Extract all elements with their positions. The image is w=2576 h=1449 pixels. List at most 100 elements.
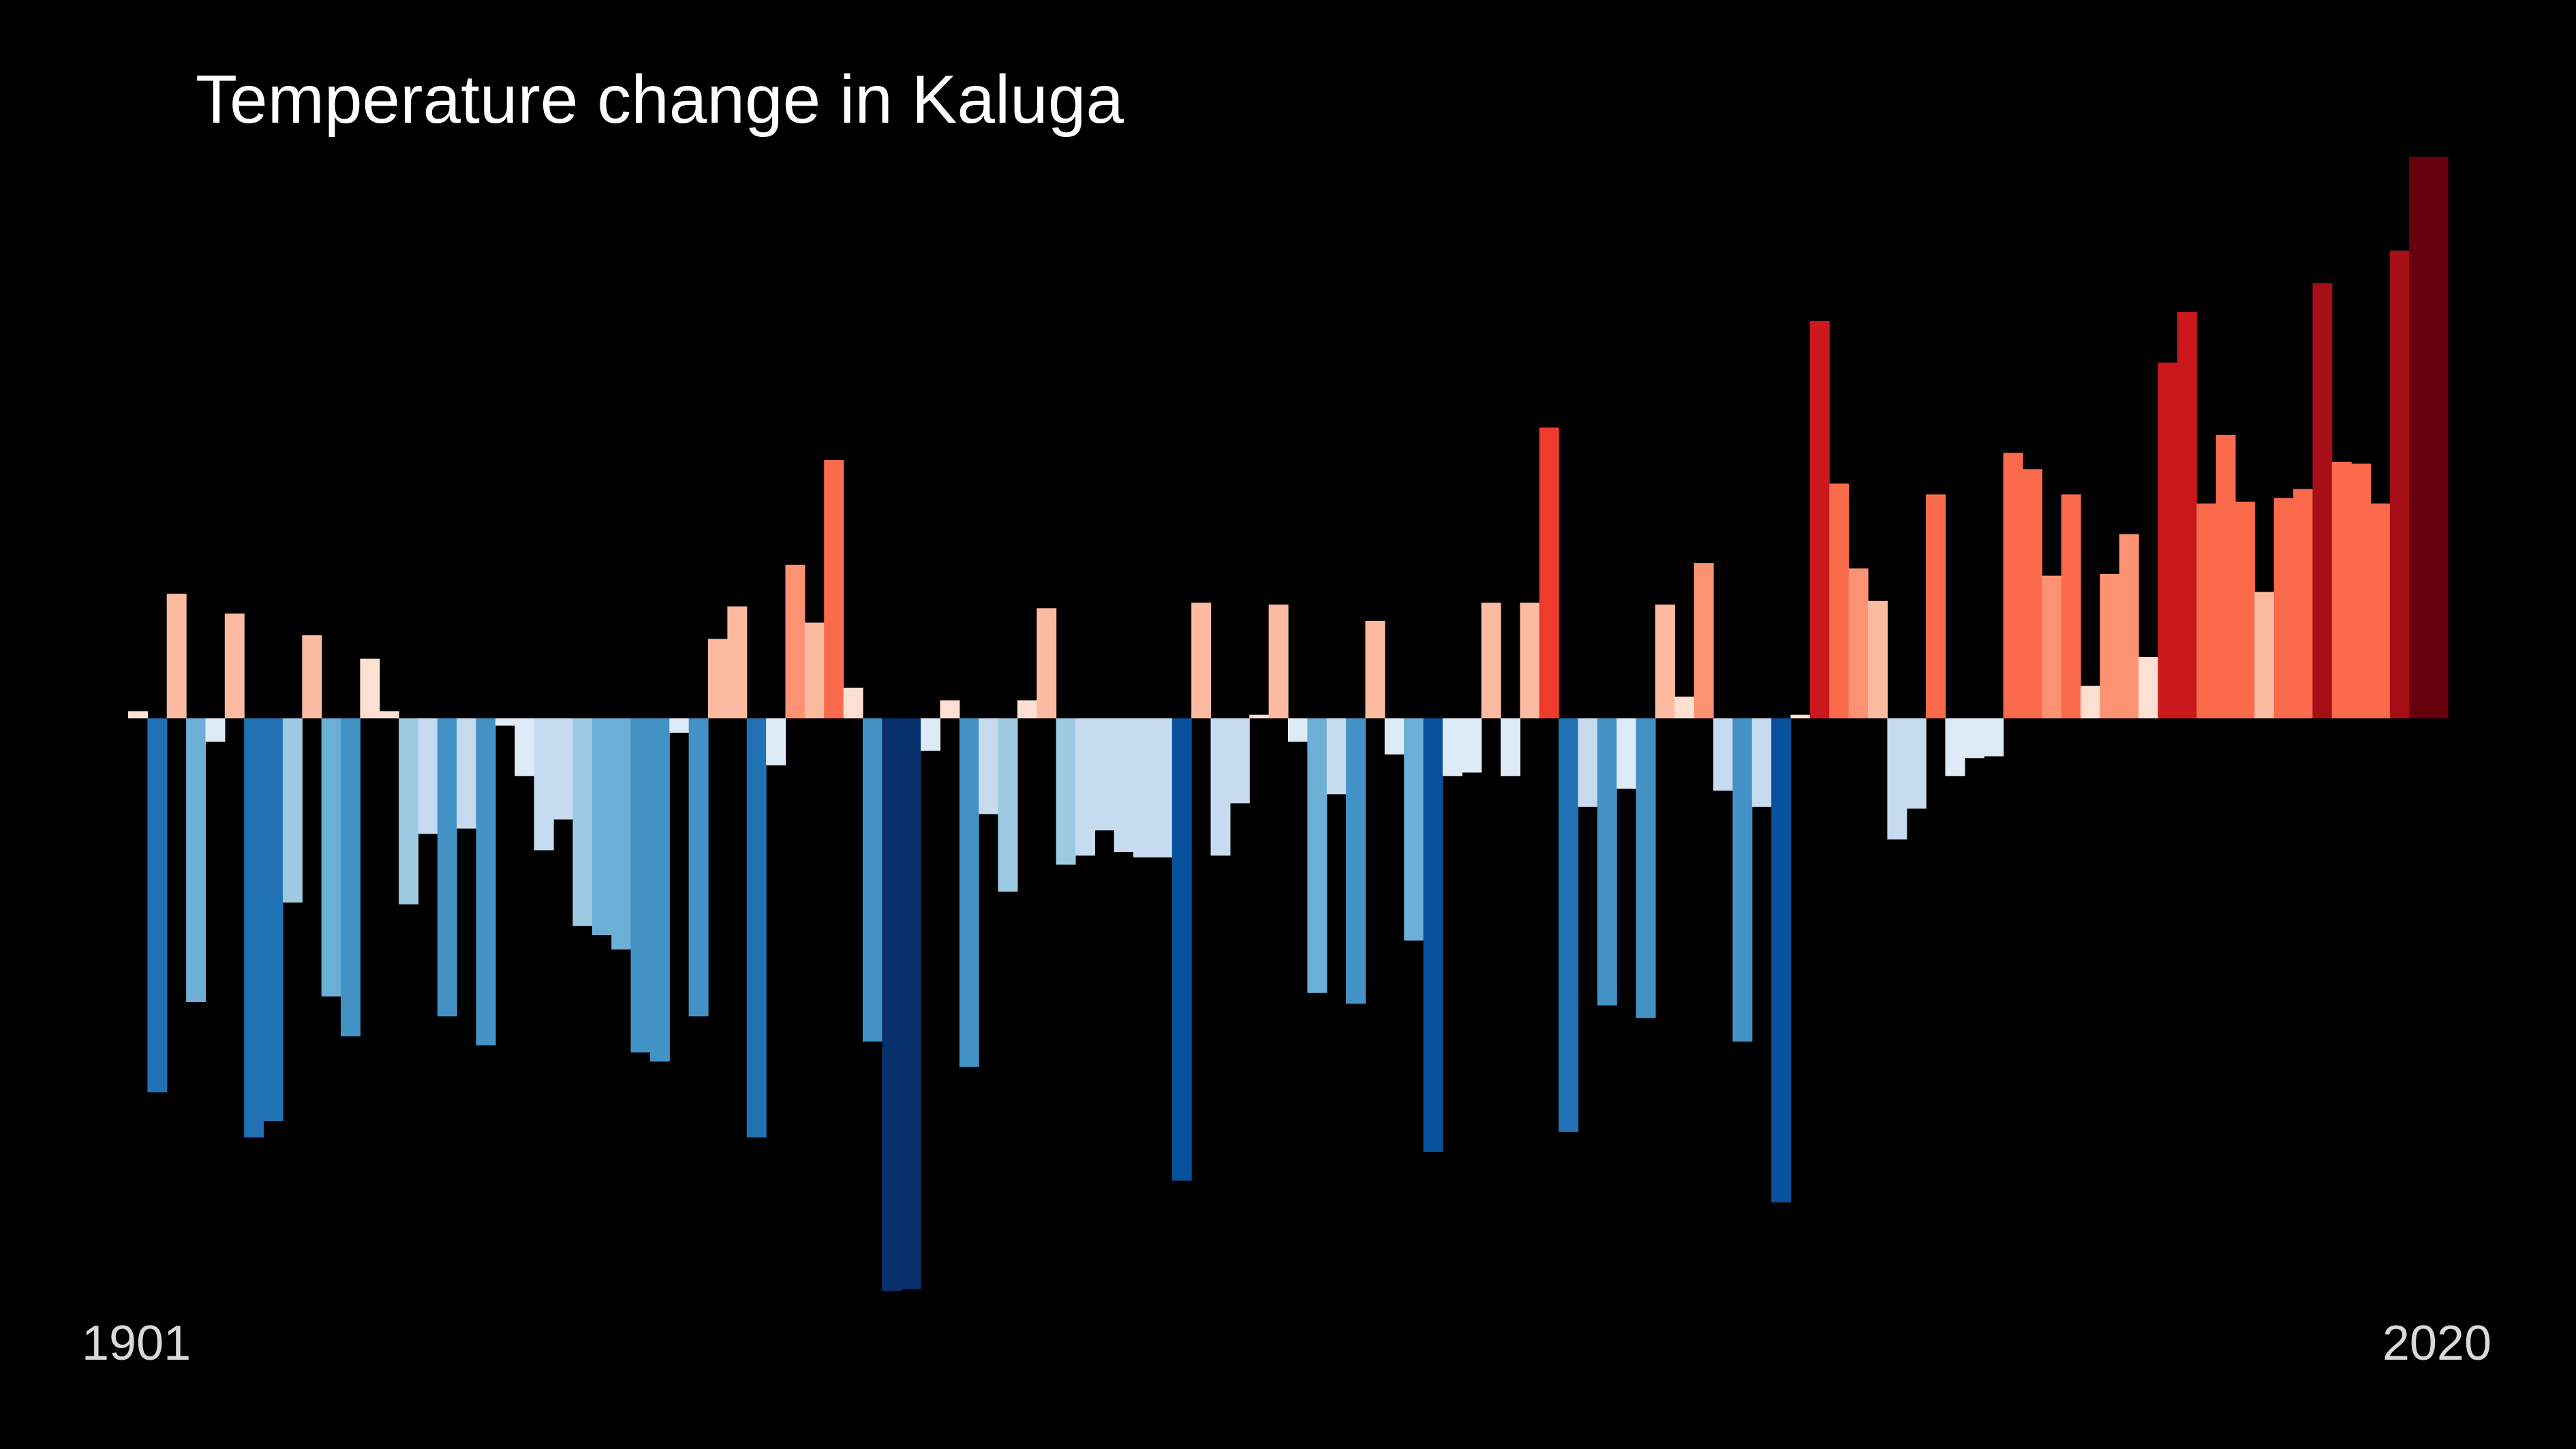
- bar-2020: [2428, 156, 2449, 719]
- bar-1934: [766, 718, 786, 765]
- bar-2011: [2254, 592, 2275, 718]
- bar-1981: [1674, 697, 1695, 718]
- bar-1936: [804, 622, 825, 718]
- bar-1993: [1906, 718, 1927, 809]
- bar-1992: [1887, 718, 1907, 840]
- bar-1952: [1114, 718, 1134, 853]
- bar-1926: [611, 718, 632, 950]
- bar-1945: [979, 718, 999, 814]
- bar-1963: [1326, 718, 1347, 795]
- bar-2015: [2331, 461, 2352, 718]
- bar-1970: [1462, 718, 1482, 773]
- bar-2008: [2196, 503, 2217, 718]
- bar-1972: [1501, 718, 1520, 776]
- bar-2019: [2409, 156, 2429, 719]
- bar-1924: [572, 718, 593, 926]
- bar-2001: [2061, 494, 2081, 718]
- bar-1979: [1636, 718, 1656, 1018]
- bar-1905: [205, 718, 226, 742]
- bar-2000: [2042, 575, 2062, 718]
- bar-1903: [166, 594, 187, 718]
- bar-1919: [476, 718, 496, 1046]
- bar-1955: [1171, 718, 1192, 1181]
- bar-1978: [1616, 718, 1637, 789]
- bar-1915: [399, 718, 419, 904]
- bar-1943: [940, 700, 960, 718]
- bar-1971: [1481, 603, 1501, 718]
- bar-1906: [224, 613, 245, 718]
- bar-1999: [2022, 469, 2042, 718]
- bars-group: [128, 156, 2449, 1292]
- bar-1933: [746, 718, 767, 1138]
- bar-1968: [1423, 718, 1443, 1152]
- bar-1917: [437, 718, 457, 1017]
- bar-2012: [2273, 498, 2294, 718]
- bar-1980: [1655, 605, 1675, 718]
- bar-2006: [2158, 362, 2178, 718]
- bar-1941: [901, 718, 921, 1290]
- bar-2016: [2351, 463, 2372, 718]
- bar-1928: [649, 718, 670, 1062]
- bar-1937: [824, 460, 844, 718]
- bar-1984: [1732, 718, 1753, 1042]
- bar-1951: [1094, 718, 1115, 831]
- bar-1997: [1984, 718, 2004, 757]
- bar-1976: [1578, 718, 1598, 807]
- bar-1929: [669, 718, 690, 733]
- bar-1965: [1365, 620, 1385, 718]
- bar-1932: [727, 606, 748, 718]
- bar-1998: [2003, 453, 2023, 718]
- bar-2010: [2235, 502, 2255, 718]
- bar-1953: [1133, 718, 1154, 858]
- bar-1902: [147, 718, 168, 1093]
- bar-1916: [418, 718, 438, 834]
- bar-2013: [2293, 489, 2314, 718]
- bar-2014: [2312, 283, 2333, 719]
- bar-1910: [302, 635, 322, 718]
- bar-1961: [1288, 718, 1308, 742]
- bar-1909: [282, 718, 303, 903]
- bar-1975: [1559, 718, 1579, 1132]
- bar-1962: [1307, 718, 1328, 993]
- bar-1921: [515, 718, 535, 776]
- bar-1977: [1597, 718, 1617, 1006]
- bar-1922: [534, 718, 554, 851]
- bar-1925: [592, 718, 612, 935]
- bar-1967: [1404, 718, 1424, 941]
- bar-2003: [2100, 574, 2120, 718]
- bar-1957: [1210, 718, 1231, 856]
- bar-1994: [1926, 494, 1946, 718]
- bar-1913: [360, 658, 380, 718]
- bar-1973: [1520, 603, 1540, 718]
- bar-1964: [1346, 718, 1366, 1004]
- bar-1974: [1539, 427, 1559, 718]
- bar-2007: [2177, 311, 2197, 718]
- bar-1948: [1037, 608, 1057, 718]
- bar-1923: [553, 718, 574, 820]
- bar-2009: [2215, 434, 2236, 718]
- bar-1942: [921, 718, 940, 751]
- bar-1947: [1017, 700, 1037, 718]
- bar-1901: [128, 711, 148, 718]
- bar-1939: [862, 718, 883, 1042]
- bar-1914: [379, 711, 399, 718]
- bar-1944: [959, 718, 979, 1067]
- bar-1956: [1191, 603, 1212, 718]
- bar-1918: [457, 718, 477, 829]
- bar-1930: [688, 718, 709, 1017]
- bar-2004: [2119, 534, 2139, 718]
- bar-2018: [2389, 250, 2410, 718]
- chart-title: Temperature change in Kaluga: [196, 61, 1124, 138]
- bar-2002: [2081, 686, 2100, 718]
- bar-1982: [1693, 563, 1714, 718]
- bar-1959: [1249, 714, 1270, 718]
- bar-1908: [263, 718, 283, 1121]
- bar-1931: [708, 639, 728, 718]
- bar-1935: [785, 564, 806, 718]
- bar-1969: [1442, 718, 1462, 776]
- bar-1995: [1945, 718, 1965, 776]
- x-axis-start-label: 1901: [82, 1316, 191, 1371]
- bar-1907: [244, 718, 264, 1138]
- bar-1996: [1964, 718, 1984, 759]
